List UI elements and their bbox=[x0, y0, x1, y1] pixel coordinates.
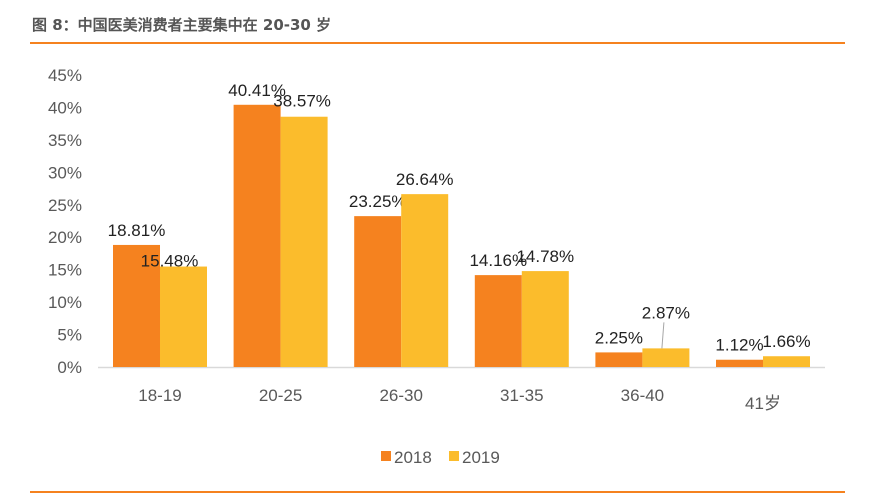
data-label: 18.81% bbox=[108, 221, 166, 240]
data-label: 1.12% bbox=[715, 336, 763, 355]
bar-2019-20-25 bbox=[280, 116, 328, 367]
bar-2018-18-19 bbox=[113, 244, 160, 367]
data-label: 14.16% bbox=[469, 251, 527, 270]
bar-2019-18-19 bbox=[160, 266, 207, 367]
bar-2018-20-25 bbox=[233, 104, 281, 367]
bar-2019-36-40 bbox=[642, 348, 690, 367]
bar-2018-41岁 bbox=[716, 359, 763, 367]
y-tick-label: 0% bbox=[57, 358, 82, 377]
legend-label: 2019 bbox=[462, 448, 500, 467]
y-tick-label: 20% bbox=[48, 228, 82, 247]
y-tick-label: 45% bbox=[48, 66, 82, 85]
data-label: 15.48% bbox=[141, 252, 199, 271]
bottom-divider bbox=[30, 491, 845, 493]
data-label: 2.25% bbox=[595, 328, 643, 347]
bar-2019-26-30 bbox=[401, 194, 449, 367]
data-label: 14.78% bbox=[516, 247, 574, 266]
bar-2018-26-30 bbox=[354, 216, 402, 367]
data-label: 26.64% bbox=[396, 170, 454, 189]
data-label: 2.87% bbox=[642, 303, 690, 322]
x-tick-label: 41岁 bbox=[745, 394, 781, 413]
y-tick-label: 15% bbox=[48, 261, 82, 280]
data-label: 40.41% bbox=[228, 81, 286, 100]
bar-2019-41岁 bbox=[763, 356, 810, 367]
y-tick-label: 5% bbox=[57, 326, 82, 345]
leader-line bbox=[661, 322, 665, 349]
legend-label: 2018 bbox=[394, 448, 432, 467]
x-tick-label: 20-25 bbox=[259, 386, 302, 405]
figure-title: 图 8：中国医美消费者主要集中在 20-30 岁 bbox=[32, 16, 332, 34]
x-tick-label: 26-30 bbox=[379, 386, 422, 405]
title-divider bbox=[30, 42, 845, 44]
data-label: 38.57% bbox=[273, 92, 331, 111]
x-tick-label: 18-19 bbox=[138, 386, 181, 405]
x-tick-label: 36-40 bbox=[621, 386, 664, 405]
bar-2018-36-40 bbox=[595, 352, 643, 367]
x-tick-label: 31-35 bbox=[500, 386, 543, 405]
y-tick-label: 30% bbox=[48, 163, 82, 182]
data-label: 1.66% bbox=[762, 332, 810, 351]
bar-2019-31-35 bbox=[521, 271, 569, 367]
legend-swatch-2019 bbox=[449, 451, 459, 461]
bar-2018-31-35 bbox=[474, 275, 522, 367]
y-tick-label: 35% bbox=[48, 131, 82, 150]
data-label: 23.25% bbox=[349, 192, 407, 211]
y-tick-label: 10% bbox=[48, 293, 82, 312]
y-tick-label: 40% bbox=[48, 98, 82, 117]
y-tick-label: 25% bbox=[48, 196, 82, 215]
legend-swatch-2018 bbox=[381, 451, 391, 461]
